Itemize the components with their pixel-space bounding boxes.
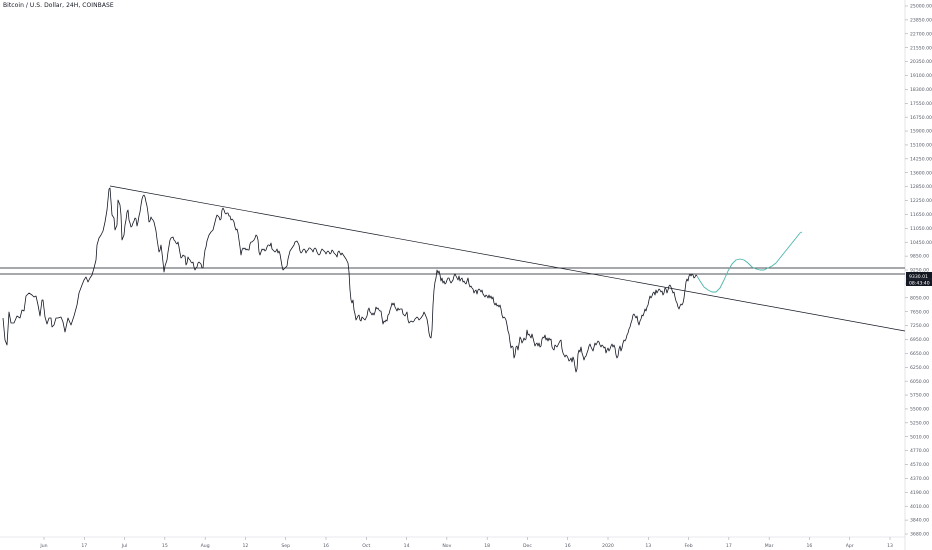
projection-path [696,231,803,293]
trendline[interactable] [109,185,906,332]
price-tick-label: 5010.00 [910,434,929,440]
time-tick-label: Apr [846,543,854,549]
series-layer [2,187,803,373]
price-tick-label: 16750.00 [910,115,932,121]
price-tick-label: 3840.00 [910,518,929,524]
time-tick-label: 2020 [602,543,614,549]
time-tick-label: 12 [242,543,248,549]
price-tick-label: 20350.00 [910,59,932,65]
price-tick-label: 5500.00 [910,407,929,413]
price-tick-label: 19100.00 [910,73,932,79]
time-tick-label: Dec [523,543,532,549]
chart-title: Bitcoin / U.S. Dollar, 24H, COINBASE [3,2,114,9]
price-tick-label: 6950.00 [910,337,929,343]
price-tag-countdown: 08:43:40 [909,281,930,287]
price-tick-label: 9250.00 [910,268,929,274]
price-tick-label: 21550.00 [910,45,932,51]
time-tick-label: Oct [362,543,370,549]
time-tick-label: Jul [121,543,128,549]
price-tick-label: 9850.00 [910,254,929,260]
time-tick-label: Feb [685,543,693,549]
price-tick-label: 14250.00 [910,156,932,162]
price-tick-label: 25000.00 [910,4,932,10]
time-tick-label: 16 [565,543,571,549]
price-tag: 9330.01 08:43:40 [906,272,932,287]
price-line-series [2,187,698,373]
price-tick-label: 7650.00 [910,309,929,315]
price-tick-label: 6050.00 [910,379,929,385]
price-tag-value: 9330.01 [909,274,928,280]
price-tick-label: 4190.00 [910,490,929,496]
time-tick-label: 17 [726,543,732,549]
time-tick-label: 13 [645,543,651,549]
price-tick-label: 10450.00 [910,240,932,246]
time-axis[interactable]: Jun 17 Jul 15 Aug 12 Sep 16 Oct 14 Nov 18 Dec 16 2020 1… [39,537,893,549]
time-tick-label: 15 [162,543,168,549]
price-tick-label: 15900.00 [910,129,932,135]
price-tick-label: 5750.00 [910,393,929,399]
price-tick-label: 13600.00 [910,170,932,176]
price-tick-label: 4570.00 [910,462,929,468]
time-tick-label: Jun [39,543,47,549]
time-tick-label: 17 [81,543,87,549]
price-tick-label: 23850.00 [910,17,932,23]
time-tick-label: Aug [201,543,210,549]
time-tick-label: Nov [442,543,451,549]
time-tick-label: Sep [281,543,290,549]
price-tick-label: 11650.00 [910,212,932,218]
price-tick-label: 6650.00 [910,351,929,357]
price-tick-label: 12250.00 [910,198,932,204]
time-tick-label: 16 [323,543,329,549]
chart-frame [0,0,906,550]
time-tick-label: 18 [484,543,490,549]
price-axis[interactable]: 25000.00 23850.00 22700.00 21550.00 20350.00… [905,4,932,538]
time-tick-label: 13 [887,543,893,549]
price-tick-label: 3680.00 [910,532,929,538]
price-tick-label: 4770.00 [910,448,929,454]
price-tick-label: 22700.00 [910,31,932,37]
price-tick-label: 7250.00 [910,323,929,329]
price-tick-label: 12850.00 [910,184,932,190]
time-tick-label: Mar [765,543,774,549]
price-tick-label: 4370.00 [910,476,929,482]
price-tick-label: 15100.00 [910,143,932,149]
price-tick-label: 4010.00 [910,504,929,510]
time-tick-label: 16 [806,543,812,549]
price-tick-label: 5250.00 [910,420,929,426]
drawings-layer [0,185,906,332]
price-tick-label: 8050.00 [910,295,929,301]
price-tick-label: 11050.00 [910,226,932,232]
price-tick-label: 17550.00 [910,101,932,107]
time-tick-label: 14 [404,543,410,549]
price-tick-label: 6250.00 [910,365,929,371]
price-tick-label: 18300.00 [910,87,932,93]
